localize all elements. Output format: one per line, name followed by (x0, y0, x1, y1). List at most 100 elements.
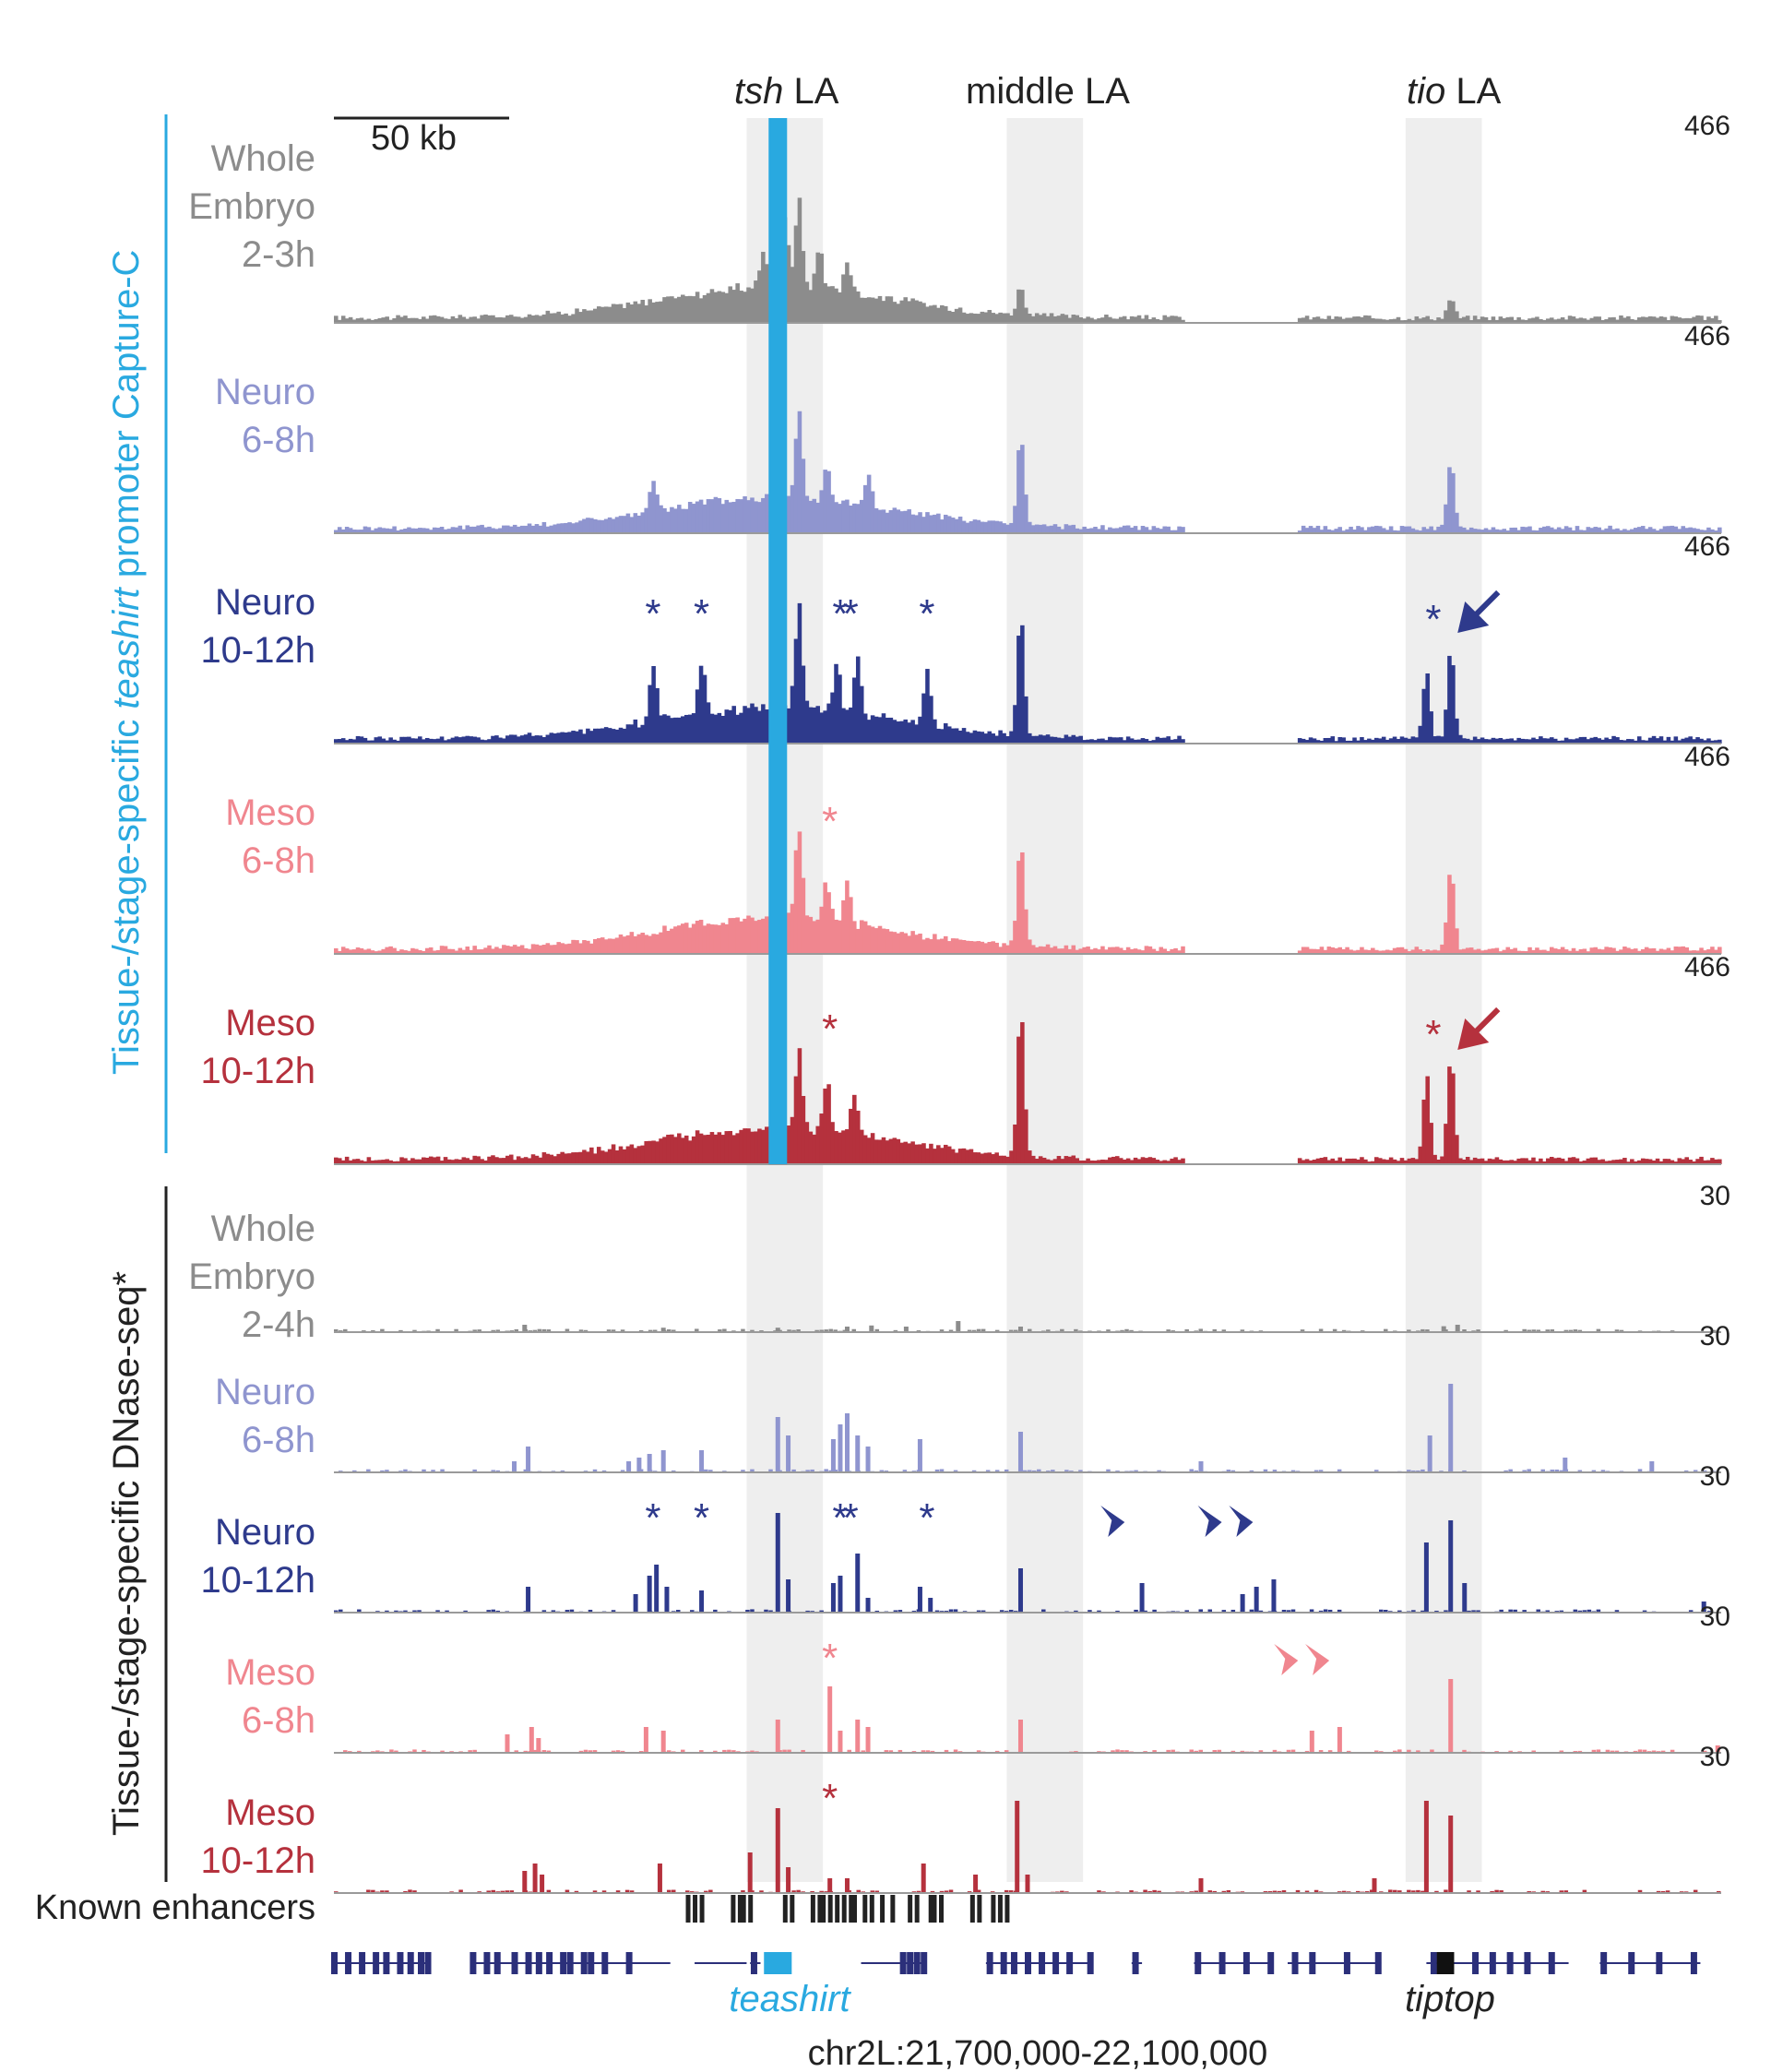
capture-bar (1045, 316, 1051, 323)
capture-bar (1640, 740, 1646, 744)
dnase-peak (636, 1458, 642, 1472)
capture-bar (545, 943, 551, 954)
capture-bar (1524, 319, 1528, 323)
capture-bar (1009, 522, 1014, 533)
capture-bar (381, 1160, 386, 1164)
gene-exon (546, 1952, 553, 1974)
dnase-bar (412, 1890, 417, 1893)
capture-bar (1170, 1158, 1174, 1164)
capture-bar (374, 319, 379, 323)
capture-bar (841, 1130, 846, 1164)
capture-bar (910, 931, 915, 954)
capture-bar (987, 731, 992, 744)
capture-bar (1038, 946, 1043, 954)
dnase-bar (1462, 1470, 1467, 1472)
dnase-bar (1711, 1329, 1717, 1332)
capture-viewpoint-bar (768, 118, 788, 1164)
dnase-bar (1221, 1890, 1227, 1893)
capture-bar (1151, 317, 1157, 323)
capture-bar (1414, 947, 1420, 954)
dnase-bar (842, 1329, 847, 1332)
capture-bar (421, 528, 426, 533)
dnase-bar (750, 1609, 755, 1613)
dnase-bar (976, 1889, 981, 1893)
locus-label-tsh: tsh LA (734, 71, 839, 112)
capture-bar (936, 728, 941, 744)
capture-bar (443, 740, 448, 744)
capture-bar (351, 1159, 357, 1164)
capture-bar (636, 304, 642, 323)
capture-bar (519, 945, 525, 954)
capture-bar (1078, 1160, 1083, 1164)
capture-bar (1125, 736, 1131, 744)
capture-bar (743, 918, 747, 954)
dnase-bar (1097, 1890, 1101, 1893)
capture-bar (1075, 1158, 1080, 1164)
capture-bar (946, 310, 952, 323)
enhancer-mark (880, 1895, 886, 1923)
capture-bar (1681, 1159, 1686, 1164)
dnase-peak (1017, 1568, 1023, 1613)
capture-bar (1692, 1161, 1696, 1164)
dnase-bar (675, 1610, 681, 1613)
capture-bar (1407, 1158, 1412, 1164)
capture-bar (933, 514, 937, 533)
capture-bar (545, 310, 551, 323)
capture-bar (1636, 1160, 1642, 1164)
capture-bar (534, 1155, 540, 1164)
gene-exon (899, 1952, 907, 1974)
capture-bar (1480, 1158, 1485, 1164)
capture-bar (1695, 950, 1700, 954)
dnase-bar (1028, 1470, 1032, 1472)
capture-bar (446, 1159, 452, 1164)
capture-bar (388, 737, 393, 744)
capture-bar (578, 520, 583, 533)
capture-bar (681, 508, 685, 533)
asterisk-marker: * (822, 1006, 838, 1052)
capture-bar (1556, 527, 1562, 533)
capture-bar (424, 1157, 430, 1164)
capture-bar (340, 738, 346, 744)
capture-bar (1563, 526, 1569, 533)
dnase-track-ymax-label: 30 (1700, 1742, 1730, 1772)
dnase-bar (1129, 1890, 1134, 1893)
capture-bar (1052, 316, 1058, 323)
dnase-bar (1097, 1610, 1101, 1613)
capture-bar (757, 1128, 762, 1164)
capture-bar (622, 307, 627, 323)
dnase-bar (801, 1749, 805, 1753)
dnase-bar (1327, 1750, 1333, 1753)
capture-bar (1129, 527, 1135, 533)
capture-bar (728, 709, 733, 744)
dnase-track-label-neuro68: Neuro (215, 1372, 315, 1412)
capture-bar (614, 729, 620, 744)
dnase-bar (565, 1889, 570, 1893)
capture-bar (1626, 1161, 1631, 1164)
capture-bar (950, 1149, 956, 1164)
capture-bar (374, 951, 379, 954)
dnase-peak (973, 1875, 979, 1893)
capture-bar (1472, 736, 1478, 744)
dnase-bar (893, 1610, 898, 1613)
capture-bar (618, 1146, 624, 1164)
dnase-bar (1660, 1750, 1666, 1753)
dnase-peak (1254, 1587, 1259, 1613)
capture-bar (1563, 949, 1569, 954)
dnase-bar (541, 1750, 547, 1753)
capture-bar (804, 281, 810, 323)
capture-bar (1304, 316, 1310, 323)
capture-bar (1147, 741, 1153, 744)
capture-bar (396, 950, 400, 954)
dnase-bar (574, 1890, 579, 1893)
capture-bar (1451, 301, 1456, 323)
capture-bar (355, 318, 361, 323)
capture-bar (648, 935, 652, 954)
capture-bar (1546, 1158, 1551, 1164)
capture-bar (1589, 317, 1595, 323)
gene-exon (1242, 1952, 1250, 1974)
capture-bar (855, 504, 861, 533)
capture-bar (793, 1076, 799, 1164)
capture-bar (1371, 947, 1375, 954)
capture-bar (487, 739, 492, 744)
capture-bar (432, 315, 437, 323)
